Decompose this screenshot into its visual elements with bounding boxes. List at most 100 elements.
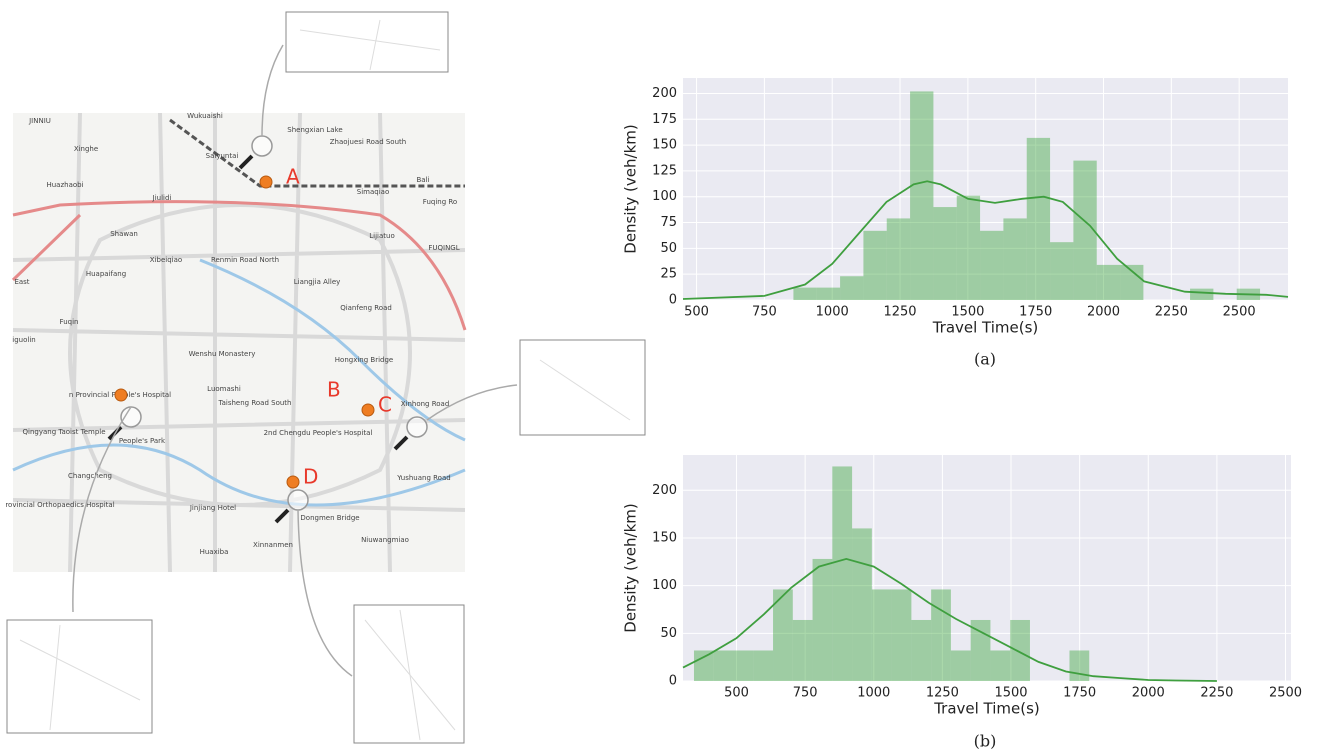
y-tick-label: 200 <box>652 86 677 101</box>
y-tick-label: 75 <box>660 215 677 230</box>
caption: (b) <box>974 732 997 751</box>
map-label: Xibeiqiao <box>150 256 182 264</box>
x-tick-label: 2250 <box>1200 686 1233 701</box>
y-tick-label: 0 <box>669 293 677 308</box>
x-tick-label: 2250 <box>1155 305 1188 320</box>
map-label: Xinghe <box>74 145 98 153</box>
map-label: Zhaojuesi Road South <box>330 138 406 146</box>
histogram-bar <box>832 466 852 681</box>
map-label: Saiyuntai <box>206 152 239 160</box>
histogram-bar <box>694 650 714 681</box>
histogram-bar <box>1190 289 1213 300</box>
histogram-bar <box>817 288 840 300</box>
histogram-bar <box>1010 620 1030 681</box>
histogram-bar <box>753 650 773 681</box>
map-label: JINNIU <box>28 117 51 125</box>
y-tick-label: 200 <box>652 483 677 498</box>
y-tick-label: 100 <box>652 189 677 204</box>
map-label: Shengxian Lake <box>287 126 342 134</box>
map-label: Qingyang Taoist Temple <box>22 428 105 436</box>
histogram-bar <box>957 196 980 300</box>
histogram-bar <box>863 231 886 300</box>
x-tick-label: 1750 <box>1063 686 1096 701</box>
histogram-bar <box>793 288 816 300</box>
map-label: Liangjia Alley <box>294 278 341 286</box>
map-label: iguolin <box>12 336 35 344</box>
map-label: rovincial Orthopaedics Hospital <box>5 501 114 509</box>
figure: Wukuaishi Shengxian Lake Zhaojuesi Road So… <box>0 0 1319 754</box>
x-tick-label: 1000 <box>816 305 849 320</box>
map-label: Changcheng <box>68 472 112 480</box>
x-tick-label: 500 <box>724 686 749 701</box>
map-label: Fuqing Ro <box>423 198 457 206</box>
y-axis-label: Density (veh/km) <box>622 503 640 632</box>
x-tick-label: 1500 <box>951 305 984 320</box>
histogram-bar <box>734 650 754 681</box>
x-tick-label: 1000 <box>857 686 890 701</box>
histogram-bar <box>1003 218 1026 300</box>
map-label: 2nd Chengdu People's Hospital <box>264 429 373 437</box>
x-tick-label: 1750 <box>1019 305 1052 320</box>
histogram-bar <box>872 589 892 681</box>
y-tick-label: 100 <box>652 578 677 593</box>
y-tick-label: 25 <box>660 267 677 282</box>
histogram-bar <box>931 589 951 681</box>
map-label: Huazhaobi <box>46 181 83 189</box>
map-label: Yushuang Road <box>396 474 450 482</box>
map-label: Wukuaishi <box>187 112 223 120</box>
y-tick-label: 175 <box>652 112 677 127</box>
y-tick-label: 50 <box>660 626 677 641</box>
map-label: Renmin Road North <box>211 256 279 264</box>
map-label: Xinnanmen <box>253 541 293 549</box>
histogram-bar <box>887 218 910 300</box>
histogram-bar <box>892 589 912 681</box>
map-label: Huaxiba <box>200 548 229 556</box>
map-label: Shawan <box>110 230 138 238</box>
histogram-bar <box>840 276 863 300</box>
histogram-bar <box>980 231 1003 300</box>
map-label: Simaqiao <box>357 188 389 196</box>
x-tick-label: 2000 <box>1132 686 1165 701</box>
map-label: Hongxing Bridge <box>335 356 393 364</box>
map-marker-label: C <box>378 393 392 417</box>
map-label: Qianfeng Road <box>340 304 392 312</box>
histogram-bar <box>714 650 734 681</box>
histogram-bar <box>990 650 1010 681</box>
x-tick-label: 1250 <box>926 686 959 701</box>
map-label: Jinjiang Hotel <box>189 504 236 512</box>
map-label: Bali <box>417 176 430 184</box>
histogram-bar <box>1027 138 1050 300</box>
x-axis-label: Travel Time(s) <box>933 700 1040 718</box>
y-axis-label: Density (veh/km) <box>622 124 640 253</box>
map-label: Wenshu Monastery <box>189 350 256 358</box>
y-tick-label: 125 <box>652 163 677 178</box>
map-label: Luomashi <box>207 385 241 393</box>
map-marker-label: B <box>327 378 341 402</box>
x-tick-label: 1250 <box>883 305 916 320</box>
map-label: People's Park <box>119 437 166 445</box>
map-label: FUQINGL <box>428 244 459 252</box>
y-tick-label: 150 <box>652 138 677 153</box>
map-label: Dongmen Bridge <box>300 514 359 522</box>
map-marker-label: D <box>303 465 318 489</box>
x-tick-label: 2000 <box>1087 305 1120 320</box>
map-label: Fuqin <box>60 318 79 326</box>
caption: (a) <box>974 350 996 369</box>
histogram-bar <box>911 620 931 681</box>
x-axis-label: Travel Time(s) <box>932 319 1039 337</box>
map-label: Niuwangmiao <box>361 536 409 544</box>
map-label: Taisheng Road South <box>218 399 292 407</box>
map-label: Xinhong Road <box>401 400 450 408</box>
x-tick-label: 750 <box>752 305 777 320</box>
y-tick-label: 0 <box>669 674 677 689</box>
map-label: Jiulidi <box>152 194 172 202</box>
x-tick-label: 500 <box>684 305 709 320</box>
map: Wukuaishi Shengxian Lake Zhaojuesi Road So… <box>5 12 645 743</box>
x-tick-label: 2500 <box>1269 686 1302 701</box>
map-label: Lijiatuo <box>369 232 395 240</box>
map-label: Huapaifang <box>86 270 126 278</box>
histogram-bar <box>1097 265 1120 300</box>
histogram-bar <box>813 559 833 681</box>
y-tick-label: 150 <box>652 530 677 545</box>
x-tick-label: 1500 <box>994 686 1027 701</box>
